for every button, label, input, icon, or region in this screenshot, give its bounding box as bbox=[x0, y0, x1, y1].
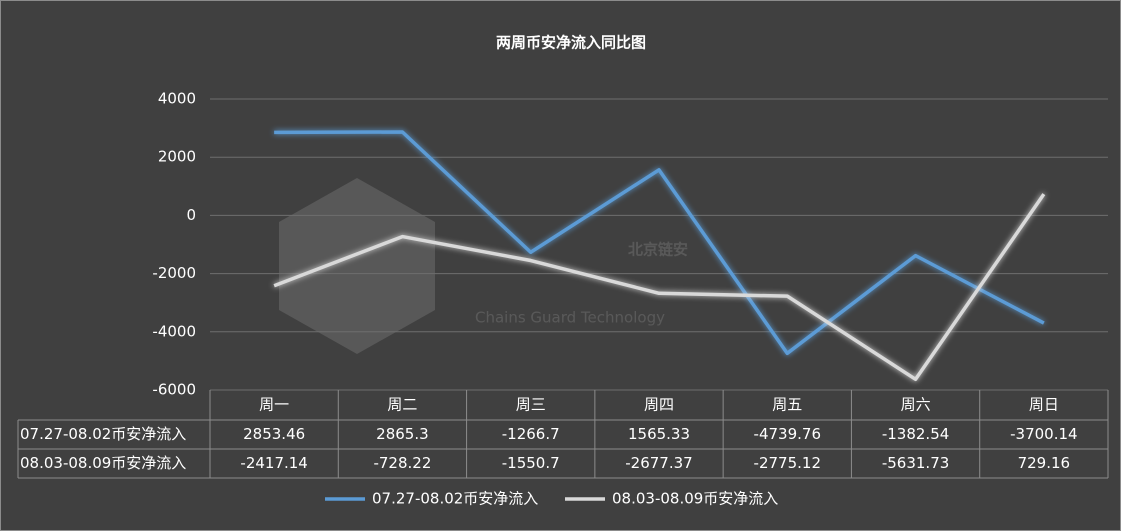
x-tick-label: 周一 bbox=[259, 396, 289, 414]
series-line bbox=[274, 130, 1045, 356]
x-tick-label: 周六 bbox=[901, 396, 931, 414]
x-tick-label: 周四 bbox=[644, 396, 674, 414]
table-cell: -2677.37 bbox=[625, 454, 692, 472]
table-cell: 1565.33 bbox=[628, 425, 690, 443]
x-tick-label: 周五 bbox=[772, 396, 802, 414]
watermark-title: 北京链安 bbox=[628, 241, 688, 259]
table-row-label: 08.03-08.09币安净流入 bbox=[20, 454, 186, 472]
table-cell: -1266.7 bbox=[502, 425, 560, 443]
x-tick-label: 周三 bbox=[516, 396, 546, 414]
chart-title: 两周币安净流入同比图 bbox=[496, 34, 646, 52]
watermark-logo bbox=[279, 178, 435, 354]
table-row-label: 07.27-08.02币安净流入 bbox=[20, 425, 186, 443]
y-tick-label: -4000 bbox=[152, 322, 196, 340]
table-cell: 729.16 bbox=[1018, 454, 1071, 472]
watermark-subtitle: Chains Guard Technology bbox=[475, 309, 665, 327]
y-tick-label: -6000 bbox=[152, 381, 196, 399]
table-cell: -1382.54 bbox=[882, 425, 949, 443]
table-cell: -2775.12 bbox=[754, 454, 821, 472]
x-tick-label: 周日 bbox=[1029, 396, 1059, 414]
table-cell: -728.22 bbox=[373, 454, 431, 472]
y-tick-label: 2000 bbox=[158, 148, 196, 166]
table-cell: 2865.3 bbox=[376, 425, 429, 443]
y-tick-label: 4000 bbox=[158, 90, 196, 108]
table-cell: -5631.73 bbox=[882, 454, 949, 472]
legend-label: 07.27-08.02币安净流入 bbox=[372, 490, 538, 508]
y-tick-label: 0 bbox=[186, 206, 196, 224]
x-tick-label: 周二 bbox=[387, 396, 417, 414]
y-tick-label: -2000 bbox=[152, 264, 196, 282]
table-cell: 2853.46 bbox=[243, 425, 305, 443]
legend-label: 08.03-08.09币安净流入 bbox=[612, 490, 778, 508]
table-cell: -1550.7 bbox=[502, 454, 560, 472]
table-cell: -4739.76 bbox=[754, 425, 821, 443]
table-cell: -2417.14 bbox=[240, 454, 307, 472]
table-cell: -3700.14 bbox=[1010, 425, 1077, 443]
series-line bbox=[273, 193, 1046, 382]
